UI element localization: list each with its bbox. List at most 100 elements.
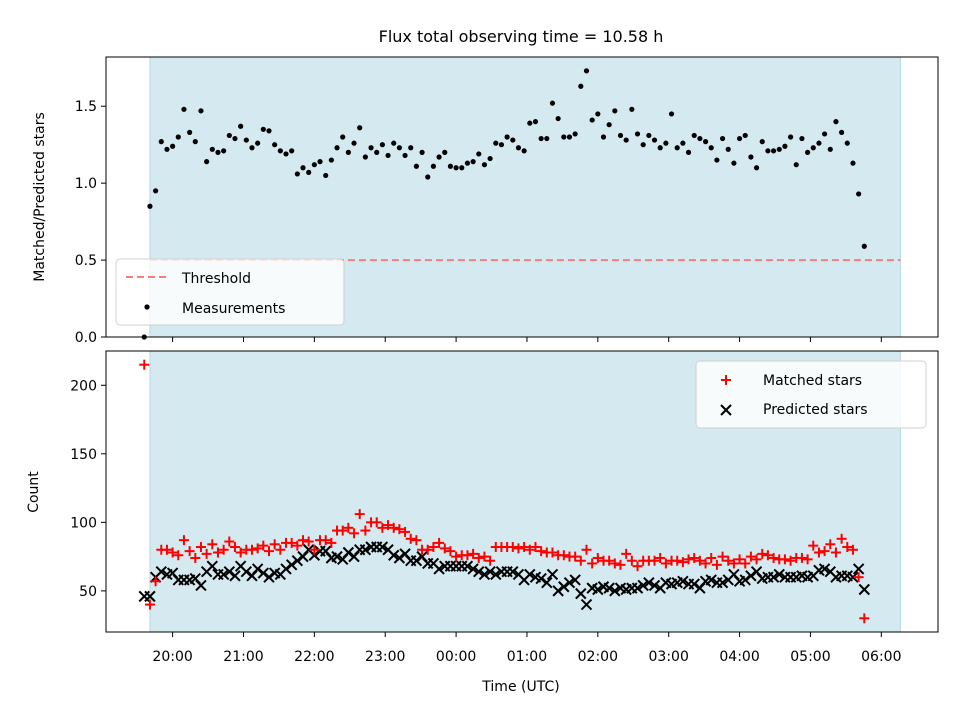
measurement-point (147, 203, 153, 209)
measurement-point (430, 163, 437, 169)
measurement-point (311, 162, 317, 168)
matched-star-point (445, 546, 456, 557)
predicted-star-point (558, 581, 570, 593)
predicted-star-point (251, 563, 264, 575)
measurement-point (629, 106, 635, 112)
predicted-star-point-b (592, 583, 604, 596)
x-tick-label: 05:00 (790, 649, 830, 665)
matched-star-point (711, 559, 722, 570)
legend-predicted-marker (720, 404, 732, 416)
measurement-point (362, 154, 368, 160)
predicted-star-point-b (580, 598, 593, 611)
matched-star-point (615, 559, 626, 570)
matched-star-point (258, 540, 269, 551)
matched-star-point (757, 548, 768, 559)
matched-star-point (405, 533, 416, 544)
predicted-star-point (603, 582, 615, 594)
measurement-point (782, 143, 788, 149)
predicted-star-point (818, 563, 831, 575)
matched-star-point (201, 548, 212, 559)
measurement-point (646, 132, 652, 139)
matched-star-point (536, 546, 547, 557)
matched-star-point (439, 543, 450, 554)
predicted-star-point (484, 565, 496, 578)
measurement-point (510, 137, 516, 143)
predicted-star-point-b (359, 544, 372, 556)
predicted-star-point (858, 583, 871, 596)
bottom-y-axis: 50 100 150 200 (70, 378, 106, 600)
matched-star-point (326, 537, 337, 548)
predicted-star-point-b (728, 568, 740, 581)
predicted-star-point-b (637, 579, 649, 592)
top-y-tick-label: 1.5 (75, 99, 97, 115)
measurement-point (459, 165, 465, 171)
matched-star-point (530, 542, 541, 553)
predicted-star-point (217, 568, 230, 581)
measurement-point (674, 145, 680, 151)
measurement-point (447, 163, 454, 169)
matched-star-point (178, 535, 189, 546)
matched-star-point (218, 544, 229, 555)
measurement-point (317, 159, 323, 165)
measurement-point (544, 135, 550, 142)
matched-star-point (167, 547, 178, 558)
measurement-point (379, 142, 385, 148)
predicted-star-point-b (575, 587, 587, 600)
predicted-star-point-b (660, 576, 672, 589)
predicted-star-point-b (677, 575, 689, 587)
predicted-star-point-b (189, 572, 202, 585)
predicted-star-point-b (507, 565, 519, 578)
matched-star-point (263, 546, 274, 557)
predicted-star-point-b (280, 563, 292, 575)
measurement-point (640, 142, 646, 148)
matched-star-point (349, 528, 360, 539)
measurement-point (850, 160, 856, 166)
chart-title: Flux total observing time = 10.58 h (379, 27, 664, 46)
predicted-star-point-b (223, 565, 236, 578)
matched-star-point (847, 544, 858, 555)
predicted-star-point-b (750, 565, 763, 578)
legend-measurements-label: Measurements (182, 301, 285, 317)
predicted-star-point (467, 563, 479, 575)
measurement-point (277, 148, 283, 154)
predicted-star-point-b (614, 582, 627, 594)
measurement-point (487, 155, 493, 162)
measurement-point (419, 149, 425, 155)
measurement-point (583, 68, 590, 74)
predicted-star-point (546, 568, 559, 581)
matched-star-point (796, 552, 807, 563)
predicted-star-point (155, 565, 167, 578)
measurement-point (187, 129, 193, 135)
measurement-point (685, 149, 692, 155)
measurement-point (260, 126, 266, 132)
measurement-point (612, 108, 618, 114)
predicted-star-point-b (319, 545, 332, 557)
measurement-point (827, 146, 833, 152)
bottom-y-tick-label: 150 (70, 447, 97, 463)
measurement-point (396, 145, 402, 151)
matched-star-point (150, 576, 161, 587)
matched-star-point (723, 555, 734, 566)
measurement-point (255, 140, 261, 146)
matched-star-point (700, 558, 711, 569)
predicted-star-point (739, 574, 751, 586)
bottom-panel: 50 100 150 200 20:00 21:00 22:00 23:00 00:00 01:… (26, 350, 939, 695)
matched-star-point (428, 542, 439, 553)
measurement-point (164, 146, 170, 152)
measurement-point (708, 145, 714, 151)
measurement-point (374, 149, 380, 155)
predicted-star-point-b (586, 582, 598, 594)
measurement-point (498, 142, 505, 148)
legend-predicted-swatch (720, 404, 732, 416)
predicted-star-point-b (155, 565, 167, 578)
measurement-point (822, 131, 828, 137)
matched-star-point (513, 543, 524, 554)
predicted-star-point (767, 571, 780, 583)
measurement-point (793, 162, 799, 168)
predicted-star-point (541, 576, 553, 589)
legend-matched-swatch (721, 375, 731, 385)
measurement-point (839, 129, 845, 135)
predicted-star-point-b (858, 583, 871, 596)
x-tick-label: 23:00 (365, 649, 405, 665)
matched-star-point (207, 539, 218, 550)
